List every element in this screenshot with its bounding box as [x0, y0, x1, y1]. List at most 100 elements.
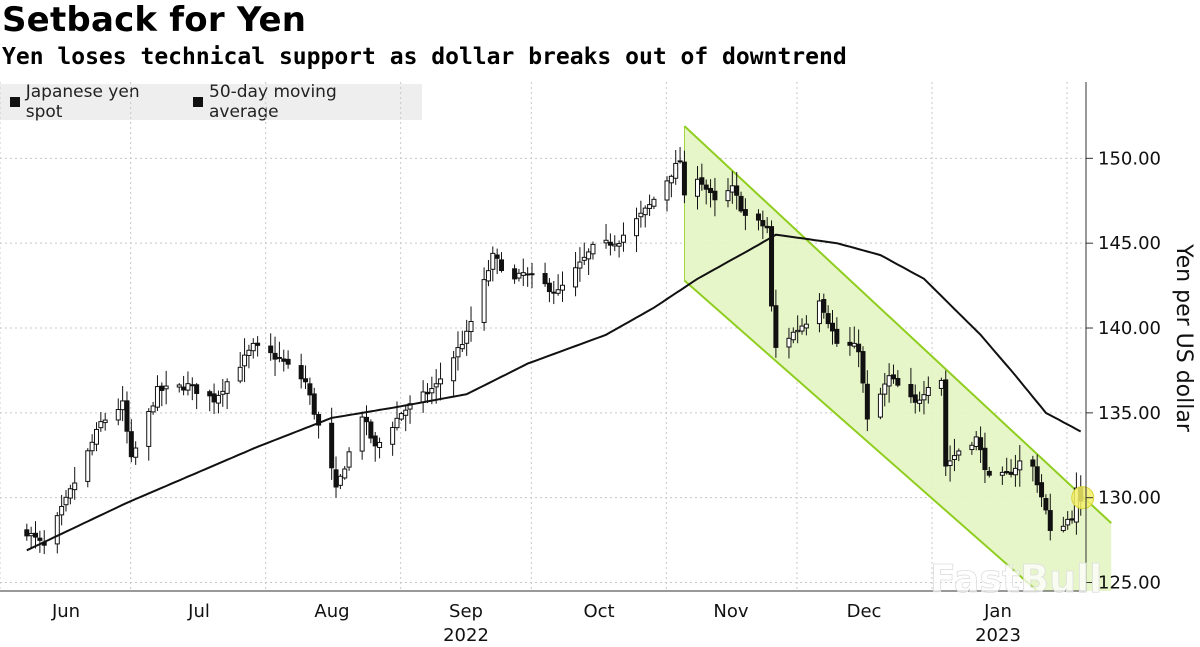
candle-body: [307, 383, 313, 396]
candle-body: [189, 384, 195, 387]
watermark-layer: FastBull: [930, 557, 1103, 602]
candle-body: [424, 391, 430, 395]
candle-body: [1047, 510, 1053, 531]
candle-body: [559, 284, 565, 291]
y-tick-label: 140.00: [1098, 318, 1161, 339]
candle-body: [429, 388, 435, 394]
candle-body: [978, 437, 984, 451]
candle-body: [394, 417, 400, 429]
candle-body: [890, 374, 896, 380]
candle-body: [246, 349, 252, 356]
candle-body: [59, 505, 65, 516]
candle-body: [769, 226, 775, 307]
candle-body: [786, 337, 792, 348]
channel-lower-line: [683, 279, 1038, 592]
candle-body: [54, 515, 60, 545]
candle-body: [856, 343, 862, 353]
candle-body: [438, 378, 444, 385]
candle-body: [821, 298, 827, 313]
x-tick-label: Jul: [187, 601, 210, 622]
legend: Japanese yen spot 50-day moving average: [0, 82, 422, 122]
candle-body: [159, 385, 165, 391]
candle-body: [276, 356, 282, 359]
candle-body: [303, 378, 309, 383]
candle-body: [1034, 466, 1040, 486]
candle-body: [616, 243, 622, 247]
candle-body: [455, 347, 461, 358]
candle-body: [176, 384, 182, 388]
channel-upper-line: [683, 125, 1112, 524]
candle-body: [398, 413, 404, 420]
candle-body: [281, 358, 287, 362]
candle-body: [194, 384, 200, 394]
candle-body: [673, 162, 679, 179]
candle-body: [634, 218, 640, 237]
candle-body: [529, 273, 535, 276]
candle-body: [1004, 470, 1010, 474]
candle-body: [834, 328, 840, 344]
candle-body: [459, 344, 465, 350]
y-axis-label: Yen per US dollar: [1171, 243, 1196, 433]
candle-body: [368, 421, 374, 439]
candle-body: [677, 160, 683, 163]
candle-body: [403, 409, 409, 416]
candle-body: [146, 410, 152, 447]
candle-body: [734, 185, 740, 196]
candle-body: [694, 178, 700, 197]
candle-body: [847, 341, 853, 346]
candle-body: [63, 496, 69, 506]
candle-body: [725, 190, 731, 202]
candle-body: [681, 161, 687, 196]
x-tick-label: Aug: [314, 601, 349, 622]
candle-body: [150, 405, 156, 413]
downtrend-channel: [683, 125, 1112, 592]
candle-body: [603, 239, 609, 244]
candle-body: [499, 259, 505, 271]
y-tick-label: 145.00: [1098, 233, 1161, 254]
candle-body: [372, 435, 378, 447]
x-tick-label: Dec: [847, 601, 882, 622]
candle-body: [220, 390, 226, 395]
candle-body: [85, 450, 91, 482]
axes: 150.00 145.00 140.00 135.00 130.00 125.00 Jun J…: [0, 82, 1196, 646]
candle-body: [542, 273, 548, 285]
candle-body: [895, 378, 901, 386]
candle-body: [124, 400, 130, 432]
candle-body: [464, 330, 470, 344]
candle-body: [620, 234, 626, 243]
candle-body: [128, 431, 134, 458]
candle-body: [830, 322, 836, 332]
legend-item-ma: 50-day moving average: [193, 82, 406, 122]
candle-body: [986, 470, 992, 476]
candle-body: [154, 386, 160, 408]
candle-body: [816, 300, 822, 325]
candle-body: [377, 441, 383, 448]
candle-body: [908, 384, 914, 398]
candle-body: [925, 387, 931, 396]
candle-body: [886, 375, 892, 387]
candle-body: [1012, 467, 1018, 476]
candle-body: [956, 450, 962, 456]
candle-body: [224, 381, 230, 394]
candle-body: [102, 419, 108, 424]
legend-label-ma: 50-day moving average: [209, 82, 337, 122]
candle-body: [490, 252, 496, 270]
candles: [24, 147, 1084, 555]
legend-label-spot: Japanese yen spot: [25, 82, 140, 122]
candle-body: [642, 207, 648, 216]
candle-body: [573, 267, 579, 288]
legend-swatch-ma: [193, 97, 203, 107]
candle-body: [120, 400, 126, 411]
legend-item-spot: Japanese yen spot: [10, 82, 177, 122]
candle-body: [237, 366, 243, 382]
candle-body: [268, 345, 274, 354]
candle-body: [551, 291, 557, 294]
candle-body: [390, 427, 396, 445]
chart-subtitle: Yen loses technical support as dollar br…: [2, 44, 847, 70]
legend-swatch-spot: [10, 97, 20, 107]
candle-body: [790, 331, 796, 341]
candle-body: [742, 209, 748, 216]
chart-title: Setback for Yen: [2, 0, 307, 40]
candle-body: [795, 329, 801, 333]
candle-body: [973, 436, 979, 447]
